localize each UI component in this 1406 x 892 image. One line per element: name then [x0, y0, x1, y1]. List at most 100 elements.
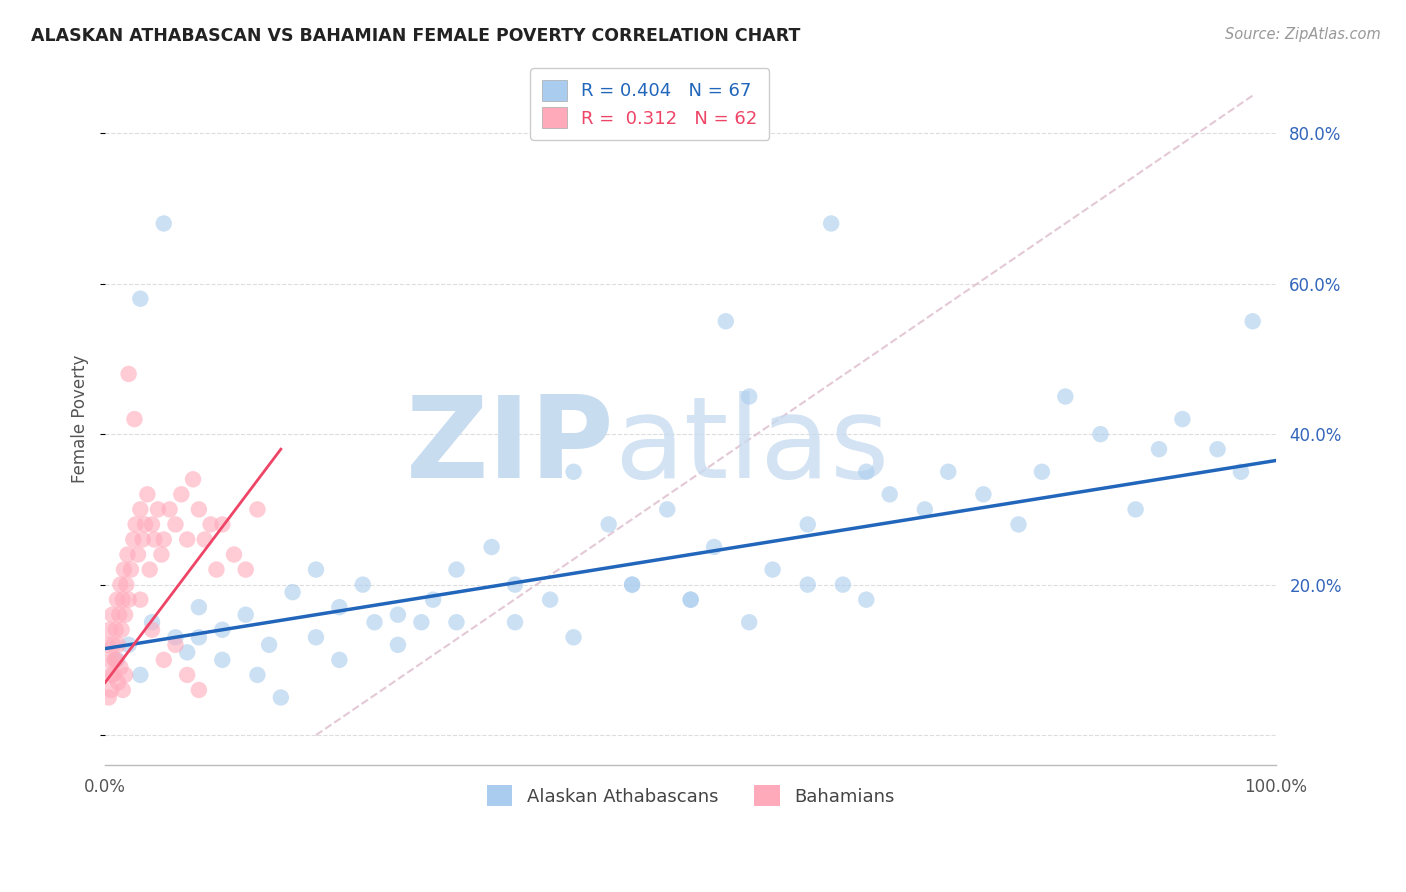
- Y-axis label: Female Poverty: Female Poverty: [72, 355, 89, 483]
- Point: [170, 487, 193, 501]
- Point: [141, 615, 163, 630]
- Point: [176, 533, 198, 547]
- Point: [165, 630, 187, 644]
- Point: [621, 577, 644, 591]
- Point: [124, 517, 146, 532]
- Point: [246, 502, 269, 516]
- Point: [165, 517, 187, 532]
- Point: [411, 615, 433, 630]
- Point: [100, 683, 122, 698]
- Point: [150, 548, 173, 562]
- Point: [124, 412, 146, 426]
- Point: [100, 668, 122, 682]
- Point: [146, 502, 169, 516]
- Point: [136, 487, 159, 501]
- Point: [152, 653, 174, 667]
- Point: [562, 465, 585, 479]
- Point: [176, 645, 198, 659]
- Point: [176, 668, 198, 682]
- Point: [855, 592, 877, 607]
- Text: ALASKAN ATHABASCAN VS BAHAMIAN FEMALE POVERTY CORRELATION CHART: ALASKAN ATHABASCAN VS BAHAMIAN FEMALE PO…: [31, 27, 800, 45]
- Point: [200, 517, 222, 532]
- Point: [120, 563, 142, 577]
- Point: [141, 517, 163, 532]
- Point: [211, 517, 233, 532]
- Point: [105, 653, 128, 667]
- Point: [104, 653, 127, 667]
- Point: [222, 548, 245, 562]
- Point: [538, 592, 561, 607]
- Point: [211, 623, 233, 637]
- Point: [96, 638, 118, 652]
- Point: [117, 592, 139, 607]
- Point: [820, 217, 842, 231]
- Point: [143, 533, 166, 547]
- Point: [387, 607, 409, 622]
- Point: [796, 577, 818, 591]
- Point: [257, 638, 280, 652]
- Point: [117, 367, 139, 381]
- Text: ZIP: ZIP: [406, 392, 614, 502]
- Point: [114, 668, 136, 682]
- Point: [159, 502, 181, 516]
- Point: [187, 630, 209, 644]
- Point: [503, 615, 526, 630]
- Point: [103, 638, 125, 652]
- Point: [103, 668, 125, 682]
- Point: [187, 683, 209, 698]
- Point: [305, 563, 328, 577]
- Point: [129, 668, 152, 682]
- Point: [363, 615, 385, 630]
- Point: [1147, 442, 1170, 457]
- Point: [235, 607, 257, 622]
- Point: [972, 487, 994, 501]
- Point: [679, 592, 702, 607]
- Point: [328, 653, 350, 667]
- Point: [104, 623, 127, 637]
- Point: [101, 607, 124, 622]
- Point: [138, 563, 160, 577]
- Point: [714, 314, 737, 328]
- Point: [165, 638, 187, 652]
- Point: [194, 533, 217, 547]
- Point: [129, 292, 152, 306]
- Point: [111, 683, 134, 698]
- Point: [270, 690, 292, 705]
- Point: [305, 630, 328, 644]
- Point: [446, 563, 468, 577]
- Point: [831, 577, 853, 591]
- Point: [446, 615, 468, 630]
- Point: [738, 615, 761, 630]
- Point: [914, 502, 936, 516]
- Point: [1206, 442, 1229, 457]
- Point: [621, 577, 644, 591]
- Point: [679, 592, 702, 607]
- Text: atlas: atlas: [614, 392, 890, 502]
- Point: [936, 465, 959, 479]
- Point: [422, 592, 444, 607]
- Point: [105, 592, 128, 607]
- Point: [131, 533, 153, 547]
- Point: [187, 502, 209, 516]
- Point: [328, 600, 350, 615]
- Point: [181, 472, 204, 486]
- Point: [107, 638, 129, 652]
- Point: [246, 668, 269, 682]
- Point: [127, 548, 149, 562]
- Point: [657, 502, 679, 516]
- Point: [703, 540, 725, 554]
- Point: [110, 577, 132, 591]
- Point: [1241, 314, 1264, 328]
- Point: [879, 487, 901, 501]
- Point: [352, 577, 374, 591]
- Point: [107, 675, 129, 690]
- Point: [1007, 517, 1029, 532]
- Point: [211, 653, 233, 667]
- Point: [205, 563, 228, 577]
- Point: [187, 600, 209, 615]
- Point: [562, 630, 585, 644]
- Point: [1054, 390, 1077, 404]
- Point: [738, 390, 761, 404]
- Point: [141, 623, 163, 637]
- Point: [387, 638, 409, 652]
